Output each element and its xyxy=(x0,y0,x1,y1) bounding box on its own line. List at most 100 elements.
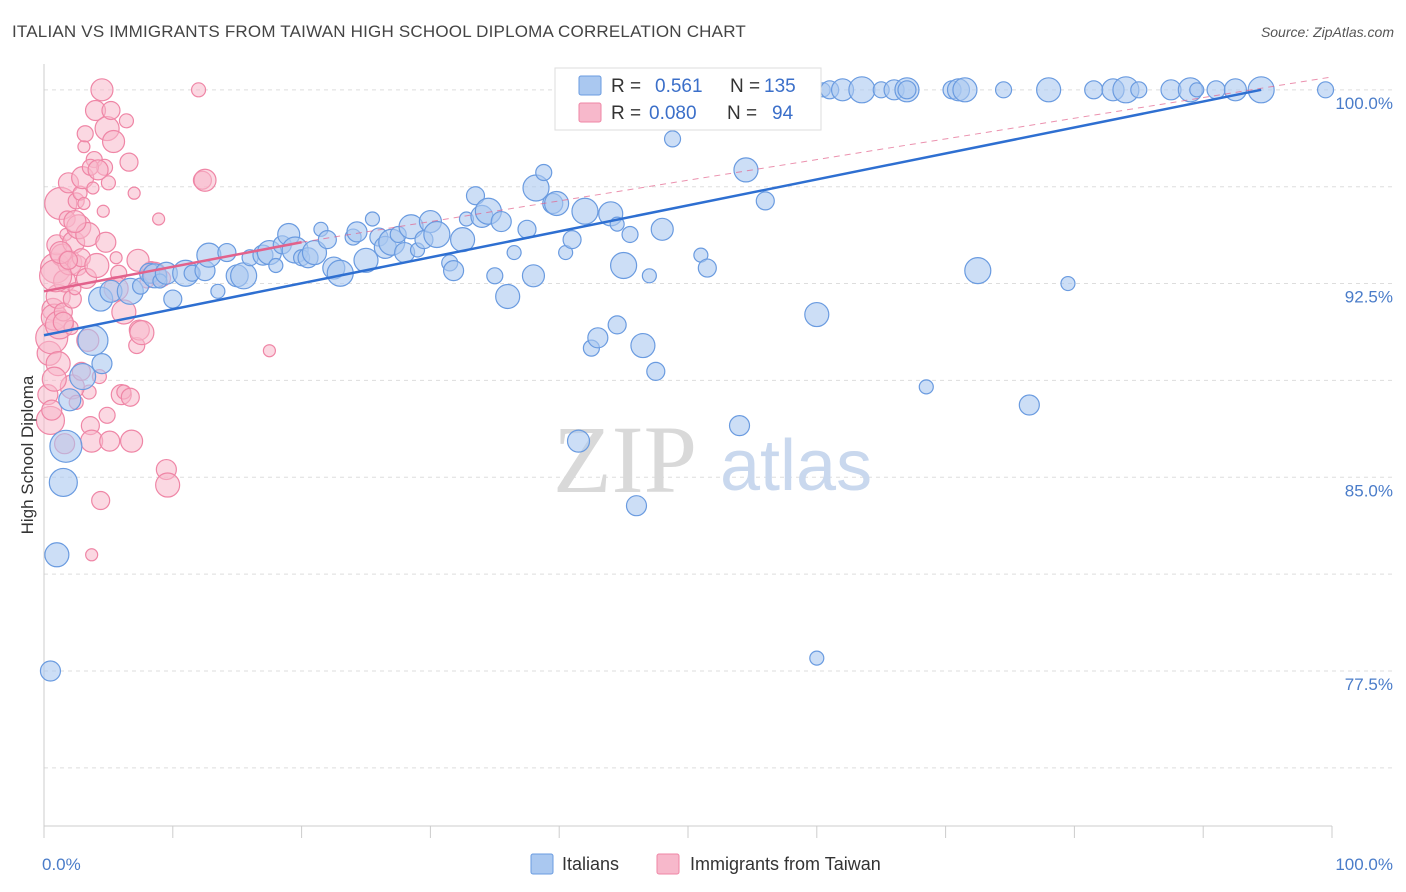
italians-point xyxy=(77,324,109,356)
italians-point xyxy=(728,415,751,437)
taiwan-point xyxy=(41,366,67,392)
italians-point xyxy=(952,77,978,103)
taiwan-point xyxy=(119,429,144,453)
italians-point xyxy=(566,429,591,453)
italians-point xyxy=(1206,80,1226,100)
taiwan-point xyxy=(127,186,141,200)
taiwan-point xyxy=(77,140,91,154)
legend-n-value-taiwan: 94 xyxy=(772,103,794,124)
italians-point xyxy=(521,264,546,288)
italians-point xyxy=(495,283,521,310)
italians-point xyxy=(91,353,113,375)
source-credit: Source: ZipAtlas.com xyxy=(1260,24,1394,40)
taiwan-point xyxy=(96,204,110,218)
italians-point xyxy=(1018,394,1040,416)
taiwan-point xyxy=(152,212,166,226)
taiwan-point xyxy=(101,100,121,121)
y-tick-label-2: 85.0% xyxy=(1345,481,1393,500)
italians-point xyxy=(268,257,284,274)
taiwan-point xyxy=(77,196,91,211)
italians-point xyxy=(1189,82,1205,98)
italians-point xyxy=(196,242,222,268)
italians-point xyxy=(697,258,717,278)
taiwan-point xyxy=(120,387,140,407)
italians-point xyxy=(641,268,657,284)
italians-point xyxy=(465,186,486,206)
axes xyxy=(43,64,1333,838)
taiwan-point xyxy=(91,490,111,511)
italians-point xyxy=(897,80,917,100)
watermark-atlas: atlas xyxy=(720,426,872,506)
italians-point xyxy=(486,267,504,285)
italians-point xyxy=(755,191,775,211)
taiwan-point xyxy=(90,78,114,102)
italians-point xyxy=(621,225,639,244)
italians-point xyxy=(163,289,183,309)
legend-swatch-taiwan xyxy=(578,102,602,123)
legend-r-label-taiwan: R = xyxy=(611,103,641,124)
watermark: ZIP atlas xyxy=(553,406,872,513)
italians-trend-line xyxy=(43,88,1262,337)
italians-point xyxy=(490,210,512,233)
italians-point xyxy=(44,542,70,568)
taiwan-point xyxy=(41,399,63,421)
y-tick-label-1: 92.5% xyxy=(1345,288,1393,307)
series-legend: Italians Immigrants from Taiwan xyxy=(530,853,881,875)
italians-point xyxy=(650,217,674,241)
italians-point xyxy=(848,76,876,104)
taiwan-point xyxy=(63,209,87,234)
italians-point xyxy=(230,262,258,290)
trend-lines xyxy=(43,76,1333,337)
italians-point xyxy=(364,211,381,227)
italians-point xyxy=(423,220,451,249)
taiwan-point xyxy=(95,231,117,253)
legend-n-value-italians: 135 xyxy=(764,76,796,97)
italians-point xyxy=(210,283,226,299)
taiwan-point xyxy=(99,430,121,452)
italians-point xyxy=(1084,80,1104,100)
italians-point xyxy=(58,388,82,412)
italians-point xyxy=(809,650,825,666)
taiwan-point xyxy=(85,548,99,562)
italians-point xyxy=(69,362,97,391)
italians-point xyxy=(1316,81,1335,99)
taiwan-point xyxy=(193,168,217,192)
italians-point xyxy=(49,429,83,463)
x-tick-label-right: 100.0% xyxy=(1335,855,1393,874)
italians-point xyxy=(317,230,337,250)
italians-point xyxy=(535,163,553,182)
y-tick-labels: 100.0% 92.5% 85.0% 77.5% xyxy=(1335,94,1393,694)
series-italians xyxy=(39,76,1335,682)
italians-point xyxy=(994,81,1013,99)
x-tick-labels: 0.0% 100.0% xyxy=(42,855,1393,874)
italians-point xyxy=(607,315,627,335)
italians-point xyxy=(630,332,656,359)
taiwan-point xyxy=(119,152,139,172)
taiwan-point xyxy=(190,82,207,98)
italians-point xyxy=(346,221,368,243)
italians-point xyxy=(587,327,609,349)
italians-point xyxy=(353,247,379,273)
bottom-legend-swatch-italians xyxy=(530,853,554,875)
taiwan-point xyxy=(98,406,116,424)
taiwan-point xyxy=(118,113,135,129)
taiwan-point xyxy=(76,125,94,143)
italians-point xyxy=(733,157,759,183)
taiwan-point xyxy=(84,252,110,279)
legend-n-label-italians: N = xyxy=(730,76,760,97)
watermark-zip: ZIP xyxy=(553,406,697,513)
italians-point xyxy=(544,190,570,217)
y-tick-label-0: 100.0% xyxy=(1335,94,1393,113)
italians-point xyxy=(1130,81,1148,99)
taiwan-point xyxy=(155,472,181,498)
legend-r-label-italians: R = xyxy=(611,76,641,97)
italians-point xyxy=(646,361,666,381)
taiwan-point xyxy=(129,320,155,346)
grid-lines xyxy=(44,89,1392,769)
italians-point xyxy=(442,260,465,282)
italians-point xyxy=(562,230,582,250)
italians-point xyxy=(1060,275,1076,292)
italians-point xyxy=(918,379,934,395)
italians-point xyxy=(609,251,638,280)
